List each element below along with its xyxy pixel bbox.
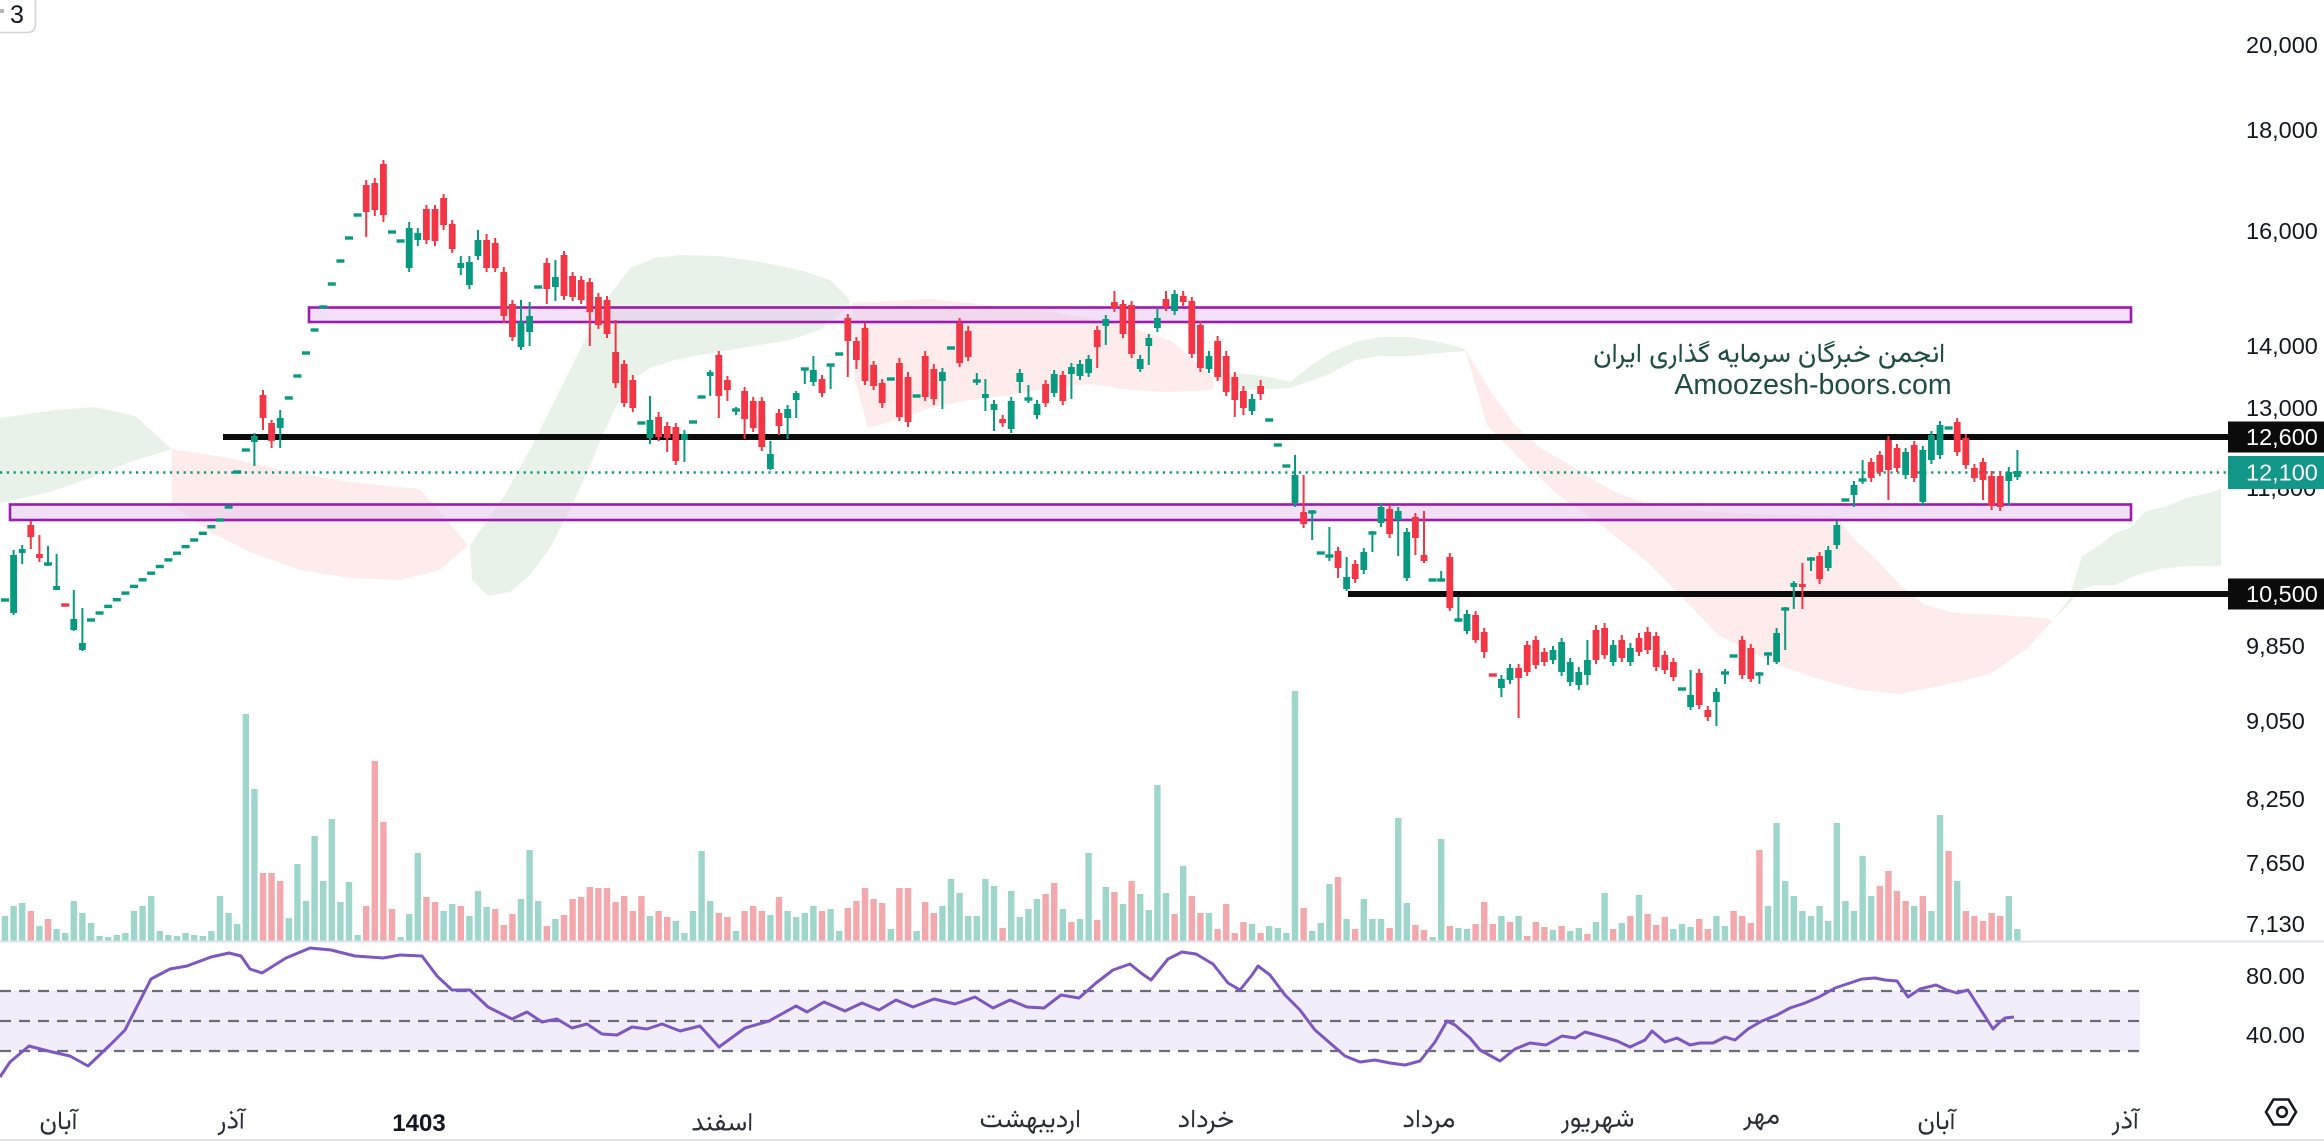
svg-text:Amoozesh-boors.com: Amoozesh-boors.com [1674,369,1951,401]
svg-text:12,100: 12,100 [2246,460,2318,486]
svg-text:3: 3 [10,1,24,29]
svg-text:10,500: 10,500 [2246,581,2318,607]
svg-text:8,250: 8,250 [2246,786,2305,812]
svg-text:7,650: 7,650 [2246,850,2305,876]
svg-text:14,000: 14,000 [2246,333,2318,359]
svg-text:1403: 1403 [392,1110,445,1137]
svg-text:20,000: 20,000 [2246,32,2318,58]
svg-text:16,000: 16,000 [2246,218,2318,244]
svg-text:13,000: 13,000 [2246,395,2318,421]
svg-text:80.00: 80.00 [2246,963,2305,989]
svg-text:40.00: 40.00 [2246,1022,2305,1048]
svg-text:12,600: 12,600 [2246,424,2318,450]
svg-text:18,000: 18,000 [2246,117,2318,143]
svg-text:9,850: 9,850 [2246,633,2305,659]
svg-text:7,130: 7,130 [2246,911,2305,937]
svg-text:9,050: 9,050 [2246,708,2305,734]
